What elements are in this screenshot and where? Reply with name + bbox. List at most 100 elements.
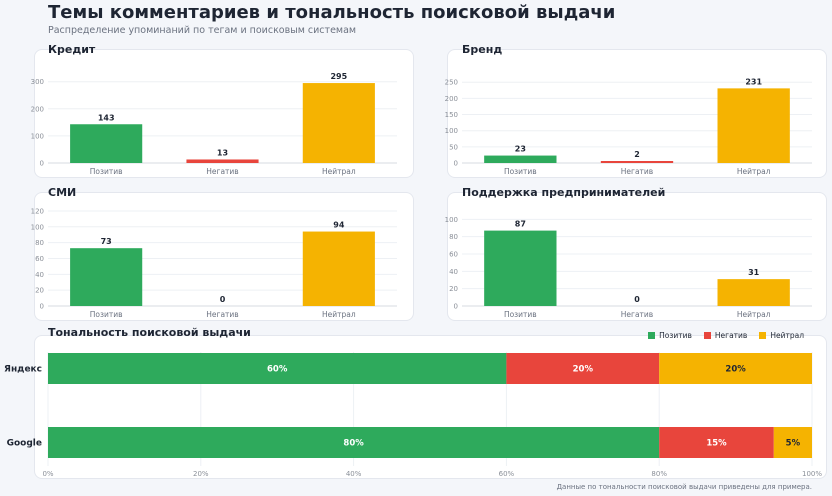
y-tick-label: 40 [449,268,458,276]
y-tick-label: 100 [31,223,44,231]
segment-google-negative [659,427,774,458]
category-label-negative: Негатив [621,167,653,176]
y-tick-label: 60 [449,251,458,259]
category-label-negative: Негатив [621,310,653,319]
chart-title-support: Поддержка предпринимателей [462,186,666,199]
y-tick-label: 120 [31,207,44,215]
data-label-positive: 87 [515,220,526,229]
y-tick-label: 40 [35,271,44,279]
y-tick-label: 200 [445,95,458,103]
page-title: Темы комментариев и тональность поисково… [48,2,616,23]
legend: Позитив Негатив Нейтрал [648,331,804,340]
segment-yandex-positive [48,353,507,384]
y-tick-label: 20 [449,285,458,293]
legend-swatch-positive [648,332,656,339]
x-tick-label: 40% [346,470,362,478]
legend-swatch-negative [703,332,711,339]
y-tick-label: 20 [35,287,44,295]
data-label-neutral: 31 [748,268,760,277]
legend-item-negative: Негатив [703,331,748,340]
y-tick-label: 150 [445,111,458,119]
segment-yandex-negative [506,353,660,384]
footnote: Данные по тональности поисковой выдачи п… [556,483,812,491]
y-tick-label: 250 [445,79,458,87]
y-tick-label: 80 [449,233,458,241]
data-label-negative: 13 [217,148,228,157]
y-tick-label: 80 [35,239,44,247]
category-label-positive: Позитив [504,310,537,319]
y-tick-label: 300 [31,78,44,86]
bar-neutral [302,231,375,306]
data-label-neutral: 94 [333,221,345,230]
bar-negative [600,161,674,163]
segment-google-neutral [773,427,812,458]
data-label-negative: 0 [220,295,226,304]
page-subtitle: Распределение упоминаний по тегам и поис… [48,25,357,36]
data-label-negative: 2 [634,150,640,159]
x-tick-label: 60% [499,470,515,478]
bar-positive [484,155,557,163]
category-label-positive: Позитив [504,167,537,176]
legend-item-neutral: Нейтрал [759,331,804,340]
chart-title-credit: Кредит [48,43,96,56]
legend-label-neutral: Нейтрал [770,331,804,340]
data-label-negative: 0 [634,295,640,304]
segment-google-positive [48,427,660,458]
bar-positive [70,248,143,306]
category-label-negative: Негатив [206,310,238,319]
bar-neutral [717,279,790,306]
legend-item-positive: Позитив [648,331,692,340]
segment-label-yandex-neutral: 20% [725,365,746,375]
legend-label-negative: Негатив [714,331,748,340]
row-label-google: Google [7,439,42,449]
bar-neutral [302,83,375,163]
legend-label-positive: Позитив [659,331,692,340]
y-tick-label: 0 [454,160,458,168]
category-label-negative: Негатив [206,167,238,176]
chart-title-media: СМИ [48,186,77,199]
bar-positive [484,230,557,306]
segment-label-google-neutral: 5% [786,439,801,449]
category-label-positive: Позитив [90,167,123,176]
y-tick-label: 100 [445,216,458,224]
segment-yandex-neutral [659,353,812,384]
category-label-neutral: Нейтрал [737,310,771,319]
category-label-neutral: Нейтрал [322,310,356,319]
data-label-positive: 73 [101,237,112,246]
y-tick-label: 0 [454,303,458,311]
legend-swatch-neutral [759,332,767,339]
x-tick-label: 0% [42,470,53,478]
chart-title-search-tone: Тональность поисковой выдачи [48,326,251,339]
segment-label-yandex-negative: 20% [573,365,594,375]
bar-neutral [717,88,790,163]
bar-positive [70,124,143,163]
segment-label-google-negative: 15% [706,439,727,449]
data-label-neutral: 295 [330,72,347,81]
category-label-neutral: Нейтрал [737,167,771,176]
y-tick-label: 100 [445,127,458,135]
row-label-yandex: Яндекс [4,365,42,375]
y-tick-label: 50 [449,143,458,151]
x-tick-label: 20% [193,470,209,478]
bar-negative [186,159,259,163]
y-tick-label: 0 [40,160,44,168]
x-tick-label: 100% [802,470,822,478]
category-label-neutral: Нейтрал [322,167,356,176]
data-label-positive: 23 [515,145,526,154]
x-tick-label: 80% [651,470,667,478]
segment-label-google-positive: 80% [343,439,364,449]
y-tick-label: 0 [40,303,44,311]
data-label-positive: 143 [98,113,115,122]
y-tick-label: 200 [31,105,44,113]
category-label-positive: Позитив [90,310,123,319]
segment-label-yandex-positive: 60% [267,365,288,375]
y-tick-label: 60 [35,255,44,263]
chart-title-brand: Бренд [462,43,503,56]
data-label-neutral: 231 [745,77,762,86]
y-tick-label: 100 [31,132,44,140]
